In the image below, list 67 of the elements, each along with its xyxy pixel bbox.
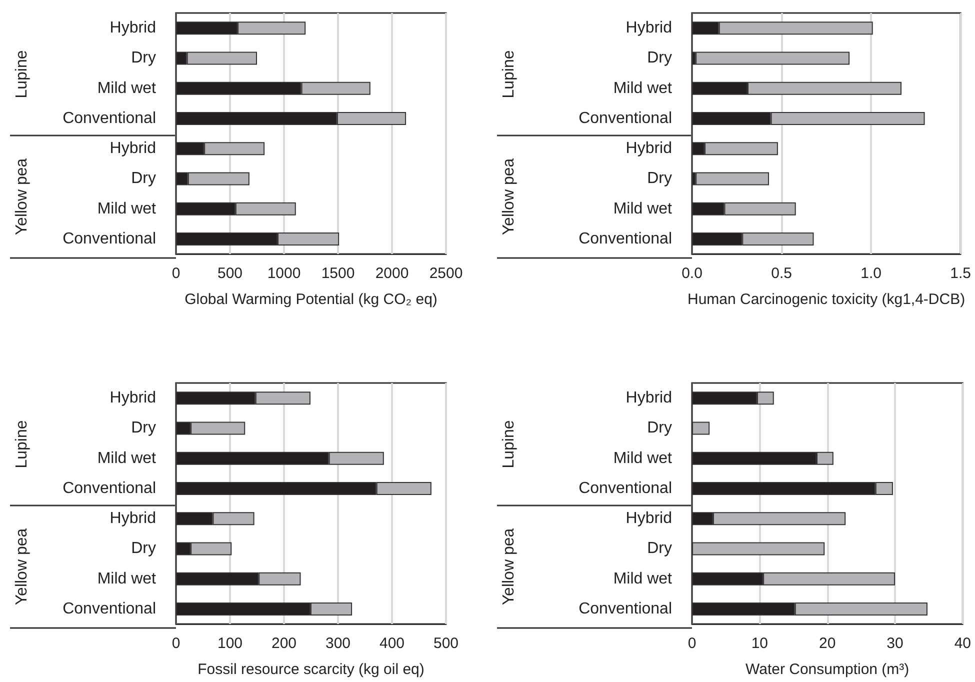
bar [696, 52, 850, 65]
x-tick-label: 20 [818, 635, 836, 652]
x-tick-label: 400 [379, 635, 405, 652]
text: Lupine [14, 50, 30, 98]
x-axis-title: Human Carcinogenic toxicity (kg1,4-DCB) [687, 291, 966, 308]
x-tick-label: 100 [217, 635, 243, 652]
y-tick-label: Mild wet [613, 450, 673, 467]
x-tick-label: 200 [271, 635, 297, 652]
y-tick-label: Dry [131, 50, 156, 67]
x-tick-label: 0 [172, 265, 180, 282]
x-tick-label: 500 [433, 635, 459, 652]
y-tick-label: Conventional [62, 110, 156, 127]
x-tick-label: 300 [325, 635, 351, 652]
text: Lupine [500, 50, 518, 98]
y-tick-label: Conventional [62, 480, 156, 497]
x-tick-label: 30 [886, 635, 904, 652]
x-tick-label: 0.0 [682, 265, 702, 282]
y-tick-label: Dry [131, 540, 156, 558]
y-tick-label: Dry [647, 170, 672, 188]
x-axis-title: Global Warming Potential (kg CO₂ eq) [184, 291, 438, 308]
y-tick-label: Hybrid [626, 390, 672, 407]
y-tick-label: Conventional [578, 480, 672, 497]
y-tick-label: Mild wet [97, 450, 157, 467]
y-tick-label: Conventional [578, 230, 672, 248]
y-tick-label: Dry [647, 420, 672, 437]
x-tick-label: 40 [954, 635, 971, 652]
y-tick-label: Hybrid [626, 140, 672, 158]
x-tick-label: 1.0 [860, 265, 882, 282]
y-tick-label: Hybrid [110, 390, 156, 407]
text: Yellow pea [14, 158, 30, 236]
y-tick-label: Conventional [62, 230, 156, 248]
text: Lupine [500, 420, 518, 468]
y-tick-label: Mild wet [97, 570, 157, 588]
x-tick-label: 2500 [429, 265, 463, 282]
y-tick-label: Dry [647, 50, 672, 67]
x-tick-label: 1.5 [950, 265, 972, 282]
x-tick-label: 0 [172, 635, 180, 652]
y-tick-label: Hybrid [110, 20, 156, 37]
text: Yellow pea [500, 158, 518, 236]
y-tick-label: Hybrid [110, 140, 156, 158]
y-tick-label: Dry [131, 170, 156, 188]
y-tick-label: Dry [647, 540, 672, 558]
x-tick-label: 1000 [267, 265, 301, 282]
bar [696, 172, 769, 186]
y-tick-label: Hybrid [626, 510, 672, 528]
y-tick-label: Conventional [62, 600, 156, 618]
y-tick-label: Mild wet [97, 200, 157, 218]
x-tick-label: 0 [688, 635, 696, 652]
x-tick-label: 500 [217, 265, 243, 282]
y-tick-label: Conventional [578, 110, 672, 127]
text: Yellow pea [14, 528, 30, 606]
y-tick-label: Mild wet [97, 80, 157, 97]
y-tick-label: Mild wet [613, 200, 673, 218]
x-axis-title: Water Consumption (m³) [746, 661, 910, 678]
y-tick-label: Hybrid [626, 20, 672, 37]
x-tick-label: 2000 [375, 265, 409, 282]
text: Lupine [14, 420, 30, 468]
x-tick-label: 0.5 [771, 265, 792, 282]
y-tick-label: Mild wet [613, 570, 673, 588]
x-axis-title: Fossil resource scarcity (kg oil eq) [198, 661, 424, 678]
y-tick-label: Mild wet [613, 80, 673, 97]
x-tick-label: 10 [751, 635, 768, 652]
y-tick-label: Hybrid [110, 510, 156, 528]
y-tick-label: Conventional [578, 600, 672, 618]
y-tick-label: Dry [131, 420, 156, 437]
x-tick-label: 1500 [321, 265, 355, 282]
text: Yellow pea [500, 528, 518, 606]
